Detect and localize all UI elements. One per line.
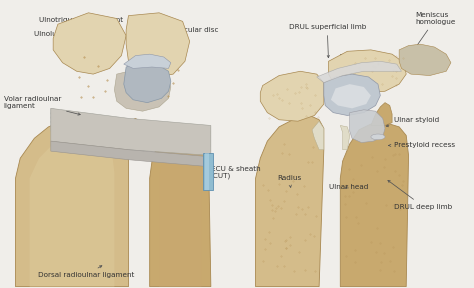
Polygon shape [30, 132, 114, 287]
Polygon shape [53, 13, 126, 74]
Polygon shape [51, 141, 211, 167]
Polygon shape [51, 108, 211, 134]
Text: Lunate: Lunate [284, 105, 309, 111]
Polygon shape [114, 70, 171, 111]
Polygon shape [324, 74, 380, 115]
Polygon shape [124, 61, 171, 103]
Polygon shape [16, 118, 128, 287]
Polygon shape [150, 132, 211, 287]
Polygon shape [126, 13, 190, 77]
FancyBboxPatch shape [203, 153, 213, 190]
Text: Ulnotriquetral ligament: Ulnotriquetral ligament [39, 17, 123, 33]
Text: Radius: Radius [277, 175, 301, 187]
Polygon shape [312, 121, 324, 150]
Polygon shape [350, 110, 385, 143]
Polygon shape [51, 117, 211, 143]
Text: Triquetrum: Triquetrum [340, 54, 380, 71]
Text: Ulnar styloid: Ulnar styloid [386, 117, 440, 127]
Polygon shape [331, 84, 371, 108]
Polygon shape [51, 126, 211, 151]
Polygon shape [255, 115, 324, 287]
Text: DRUL deep limb: DRUL deep limb [388, 180, 453, 210]
Polygon shape [51, 113, 211, 138]
Text: Articular disc: Articular disc [150, 27, 219, 65]
Polygon shape [117, 118, 143, 144]
Polygon shape [371, 103, 392, 126]
Polygon shape [340, 126, 350, 150]
Text: Ulnar head: Ulnar head [328, 184, 368, 190]
Text: ECU & sheath
(CUT): ECU & sheath (CUT) [207, 162, 261, 179]
Ellipse shape [371, 134, 385, 140]
Text: Meniscus
homologue: Meniscus homologue [413, 12, 456, 51]
Polygon shape [260, 71, 324, 121]
Polygon shape [51, 108, 211, 156]
Polygon shape [51, 121, 211, 147]
Polygon shape [328, 50, 406, 93]
Text: Volar radioulnar
ligament: Volar radioulnar ligament [4, 96, 80, 115]
Polygon shape [340, 123, 409, 287]
Polygon shape [317, 61, 401, 83]
Polygon shape [124, 54, 171, 69]
Polygon shape [399, 44, 451, 75]
Polygon shape [159, 141, 201, 287]
Text: DRUL superficial limb: DRUL superficial limb [289, 24, 366, 58]
Text: Prestyloid recess: Prestyloid recess [389, 143, 456, 148]
FancyBboxPatch shape [205, 153, 209, 190]
Text: Ulnolunate ligament: Ulnolunate ligament [34, 31, 118, 46]
Text: Dorsal radioulnar ligament: Dorsal radioulnar ligament [38, 266, 134, 278]
Text: Articular disc: Articular disc [267, 83, 315, 104]
